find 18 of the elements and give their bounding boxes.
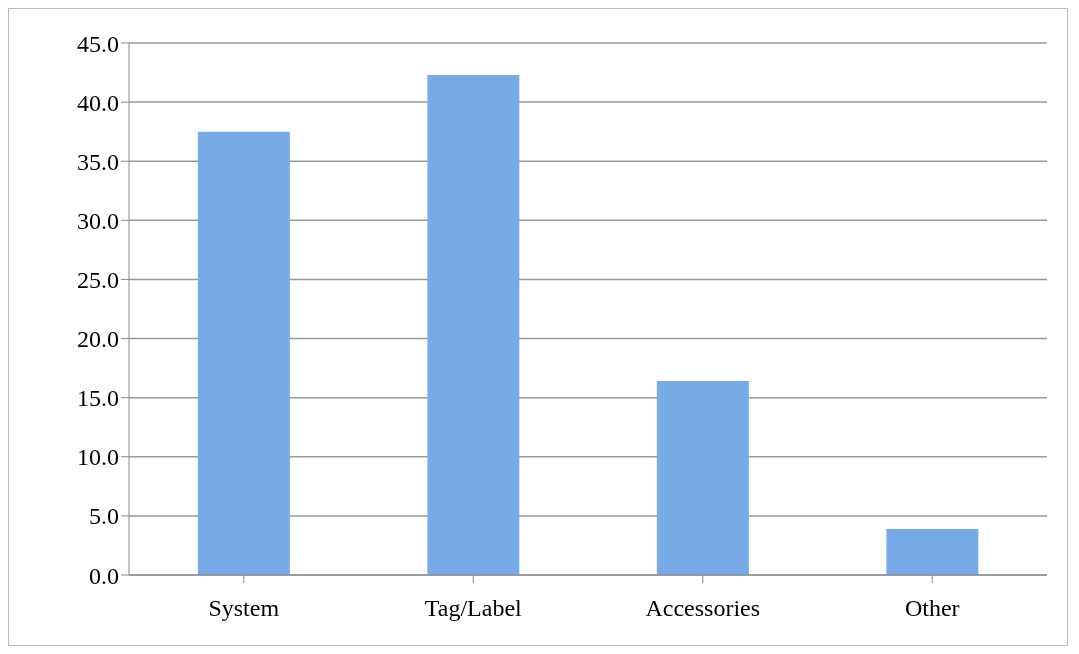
y-tick-label: 30.0	[77, 207, 119, 234]
y-tick-label: 20.0	[77, 326, 119, 353]
x-tick-label: Tag/Label	[424, 595, 523, 622]
y-tick-label: 10.0	[77, 444, 119, 471]
x-tick-label: Other	[904, 595, 960, 622]
bar	[656, 381, 749, 575]
y-tick-label: 45.0	[77, 30, 119, 57]
x-tick-label: Accessories	[645, 595, 761, 622]
bar	[427, 74, 520, 575]
bar	[197, 131, 290, 575]
y-tick-label: 0.0	[89, 562, 119, 589]
y-tick-label: 40.0	[77, 89, 119, 116]
y-tick-label: 35.0	[77, 148, 119, 175]
y-tick-label: 15.0	[77, 385, 119, 412]
y-tick-label: 25.0	[77, 266, 119, 293]
bar	[886, 528, 979, 575]
y-tick-label: 5.0	[89, 503, 119, 530]
x-tick-label: System	[208, 595, 280, 622]
